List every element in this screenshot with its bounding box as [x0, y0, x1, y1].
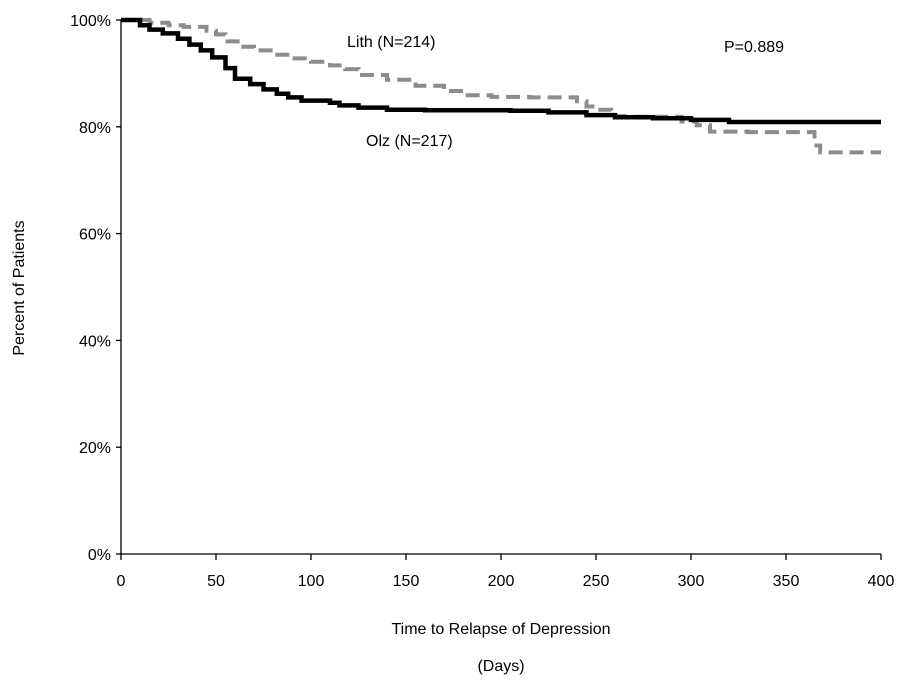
x-tick-label: 200 [488, 573, 515, 590]
x-tick-label: 150 [393, 573, 420, 590]
x-axis-title: Time to Relapse of Depression [391, 621, 610, 638]
y-tick-label: 80% [79, 120, 111, 137]
chart-labels: Lith (N=214) Olz (N=217) P=0.889 Time to… [11, 34, 784, 675]
x-tick-label: 50 [207, 573, 225, 590]
y-tick-label: 0% [88, 547, 111, 564]
y-tick-label: 40% [79, 333, 111, 350]
x-tick-label: 400 [868, 573, 895, 590]
series-line-olz [121, 17, 881, 125]
x-tick-label: 0 [117, 573, 126, 590]
series-line-lith [121, 18, 881, 155]
series-label-olz: Olz (N=217) [366, 133, 453, 150]
x-axis-unit: (Days) [477, 658, 524, 675]
x-tick-label: 300 [678, 573, 705, 590]
x-tick-label: 250 [583, 573, 610, 590]
y-tick-label: 60% [79, 227, 111, 244]
x-tick-label: 100 [298, 573, 325, 590]
series-label-lith: Lith (N=214) [347, 34, 436, 51]
y-tick-label: 20% [79, 440, 111, 457]
y-tick-label: 100% [70, 13, 111, 30]
axes: 0% 20% 40% 60% 80% 100% 0 50 100 150 200 250 300 350 4… [70, 13, 894, 590]
p-value-label: P=0.889 [724, 39, 784, 56]
series-lines [121, 17, 881, 155]
y-axis-title: Percent of Patients [11, 220, 28, 355]
x-tick-label: 350 [773, 573, 800, 590]
